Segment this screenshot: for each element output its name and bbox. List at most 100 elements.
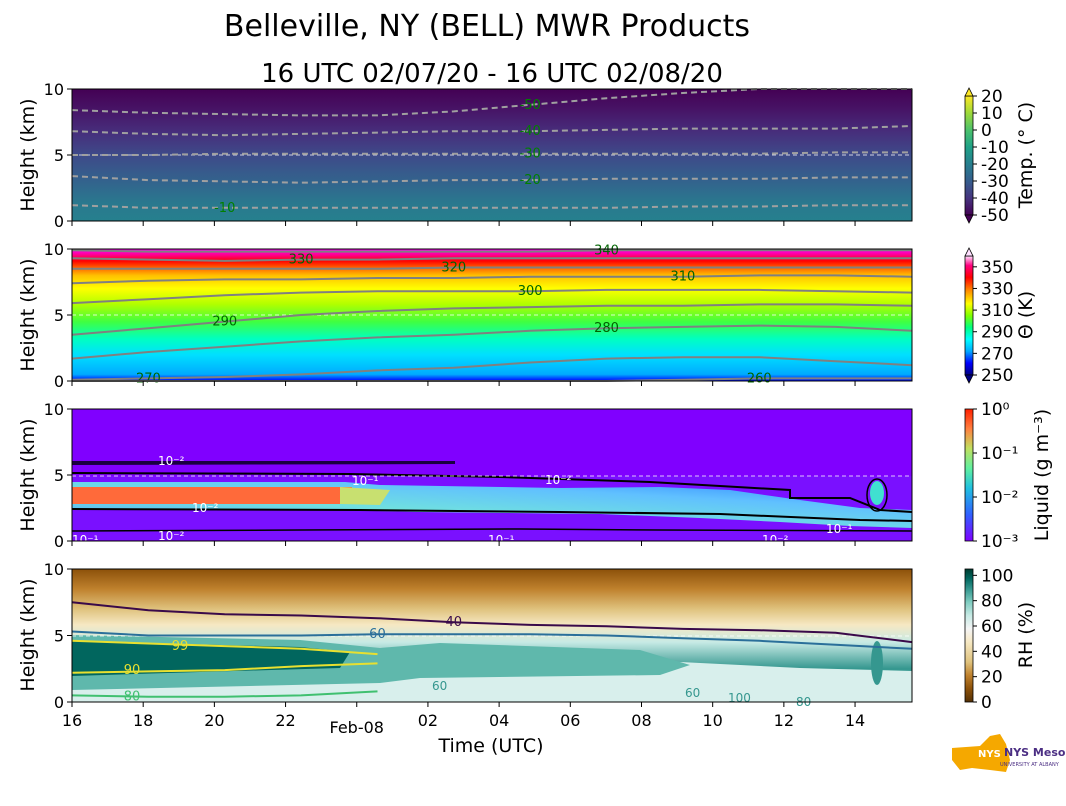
logo-text: NYS Mesonet [1004, 746, 1066, 759]
x-tick-label: 06 [560, 711, 580, 730]
liquid-label: 10⁻¹ [488, 533, 515, 547]
contour-label: 60 [369, 627, 386, 642]
y-tick-label: 10 [44, 80, 64, 99]
contour-line [71, 639, 378, 656]
liquid-label: 10⁻² [192, 501, 219, 515]
contour-line [71, 125, 913, 137]
temperature-yticks: 0 5 10 [44, 80, 72, 231]
figure-subtitle: 16 UTC 02/07/20 - 16 UTC 02/08/20 [261, 59, 723, 89]
y-tick-label: 0 [54, 532, 64, 551]
colorbar-tick-label: 60 [981, 617, 1003, 637]
colorbar-tick-label: 10⁻³ [981, 532, 1018, 552]
colorbar-theta-label: Θ (K) [1015, 291, 1037, 339]
liquid-label: 10⁻² [158, 529, 185, 543]
liquid-contour-labels: 10⁻² 10⁻¹ 10⁻² 10⁻² 10⁻¹ 10⁻² 10⁻¹ 10⁻¹ … [72, 454, 853, 547]
contour-line [71, 175, 912, 184]
colorbar-tick-label: -10 [981, 138, 1009, 158]
colorbar-tick-label: 350 [981, 258, 1013, 278]
nys-state-shape [952, 734, 1010, 772]
x-tick-label: Feb-08 [330, 718, 384, 737]
contour-label: 80 [124, 690, 141, 705]
contour-line [71, 274, 913, 285]
colorbar-extend-bottom [964, 374, 974, 384]
liquid-cell-contour [866, 478, 888, 512]
liquid-transition-patch [340, 487, 390, 505]
colorbar-tick-label: 10⁰ [981, 400, 1010, 420]
colorbar-rh: 100 80 60 40 20 0 RH (%) [964, 566, 1037, 713]
liquid-high-water-band [72, 487, 352, 504]
logo-mark: NYS [978, 749, 1001, 760]
x-tick-label: 18 [133, 711, 153, 730]
contour-label: 340 [594, 243, 619, 258]
temperature-ylabel: Height (km) [17, 98, 39, 211]
colorbar-tick-label: -50 [981, 206, 1009, 226]
colorbar-tick-label: -30 [981, 172, 1009, 192]
contour-line [71, 630, 913, 650]
contour-line [72, 151, 912, 156]
x-tick-label: 22 [275, 711, 295, 730]
x-tick-label: 04 [489, 711, 509, 730]
rh-contours: 40 60 99 90 80 [71, 601, 913, 705]
contour-label: 320 [441, 260, 466, 275]
colorbar-liquid: 10⁰ 10⁻¹ 10⁻² 10⁻³ Liquid (g m⁻³) [964, 400, 1053, 552]
colorbar-tick-label: 20 [981, 87, 1003, 107]
liquid-label: 10⁻¹ [352, 474, 379, 488]
contour-line [71, 204, 912, 209]
contour-label: 270 [136, 371, 161, 386]
y-tick-label: 0 [54, 693, 64, 712]
rh-cell [871, 641, 883, 685]
contour-label: 90 [124, 663, 141, 678]
y-tick-label: 5 [54, 466, 64, 485]
colorbar-tick-label: 10⁻² [981, 488, 1018, 508]
contour-line [71, 303, 913, 336]
figure-title: Belleville, NY (BELL) MWR Products [224, 9, 750, 44]
contour-label: -30 [520, 147, 541, 162]
y-tick-label: 10 [44, 240, 64, 259]
rh-ylabel: Height (km) [17, 578, 39, 691]
colorbar-liquid-bar [964, 408, 974, 542]
contour-line [71, 662, 378, 674]
y-tick-label: 10 [44, 560, 64, 579]
x-tick-label: 16 [62, 711, 82, 730]
contour-line [71, 356, 913, 381]
contour-line [71, 249, 912, 253]
x-axis-label: Time (UTC) [437, 735, 543, 757]
colorbar-tick-label: 80 [981, 592, 1003, 612]
contour-label: -10 [214, 201, 235, 216]
y-tick-label: 0 [54, 212, 64, 231]
colorbar-tick-label: 290 [981, 323, 1013, 343]
rh-label: 100 [728, 691, 751, 705]
contour-label: 300 [518, 284, 543, 299]
rh-yticks: 0 5 10 [44, 560, 72, 712]
colorbar-liquid-ticks: 10⁰ 10⁻¹ 10⁻² 10⁻³ [973, 400, 1018, 552]
x-tick-label: 02 [418, 711, 438, 730]
x-tick-label: 10 [702, 711, 722, 730]
x-tick-label: 08 [631, 711, 651, 730]
colorbar-rh-label: RH (%) [1015, 602, 1037, 668]
contour-line [71, 690, 378, 698]
contour-label: 310 [670, 270, 695, 285]
contour-label: -40 [520, 124, 541, 139]
colorbar-extend-bottom [964, 214, 974, 224]
colorbar-tick-label: 40 [981, 642, 1003, 662]
colorbar-tick-label: 250 [981, 366, 1013, 386]
colorbar-extend-top [964, 247, 974, 257]
contour-label: 290 [212, 315, 237, 330]
liquid-cell [870, 481, 884, 505]
liquid-ylabel: Height (km) [17, 418, 39, 531]
theta-ylabel: Height (km) [17, 258, 39, 371]
x-tick-label: 14 [845, 711, 865, 730]
nys-mesonet-logo: NYS NYS Mesonet UNIVERSITY AT ALBANY [952, 734, 1066, 772]
y-tick-label: 0 [54, 372, 64, 391]
colorbar-rh-bar [964, 568, 974, 703]
contour-line [71, 601, 913, 644]
liquid-contour-surface [71, 528, 913, 532]
x-axis: 16 18 20 22 Feb-08 02 04 06 08 10 12 14 [62, 221, 865, 737]
temperature-contours: -50 -40 -30 -20 -10 [71, 88, 913, 216]
y-tick-label: 5 [54, 146, 64, 165]
colorbar-tick-label: 0 [981, 121, 992, 141]
